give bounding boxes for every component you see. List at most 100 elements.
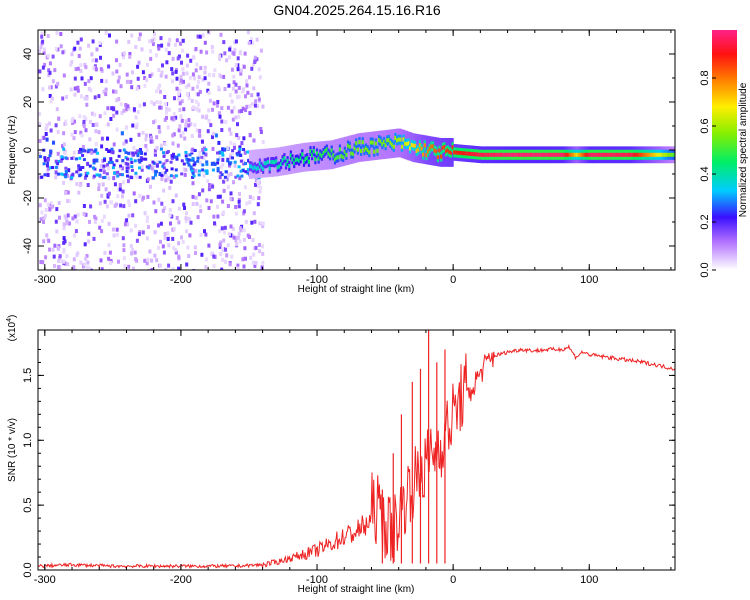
ridge-core — [593, 152, 596, 157]
noise-cell — [207, 187, 211, 192]
noise-band-cell — [192, 163, 196, 167]
noise-cell — [184, 84, 188, 89]
noise-cell — [65, 221, 69, 226]
colorbar-ticks: 0.0 0.2 0.4 0.6 0.8 — [699, 70, 716, 278]
noise-cell — [100, 144, 104, 149]
noise-cell — [67, 168, 71, 173]
noise-cell — [133, 250, 137, 255]
noise-cell — [97, 94, 101, 99]
ridge-core — [283, 156, 286, 161]
ridge-core — [299, 156, 302, 161]
ridge-core — [280, 162, 283, 167]
noise-cell — [91, 39, 95, 44]
noise-cell — [171, 71, 175, 76]
noise-cell — [77, 150, 81, 154]
noise-cell — [242, 237, 246, 242]
noise-cell — [210, 251, 214, 256]
ridge-core — [477, 152, 480, 157]
ridge-core — [309, 149, 312, 154]
noise-cell — [134, 257, 138, 262]
noise-cell — [167, 263, 171, 268]
noise-cell — [218, 54, 222, 59]
noise-band-cell — [121, 159, 125, 163]
noise-cell — [143, 211, 147, 216]
noise-cell — [222, 40, 226, 45]
noise-cell — [44, 207, 48, 212]
noise-cell — [84, 116, 88, 121]
noise-band-cell — [148, 164, 152, 168]
noise-cell — [253, 103, 257, 108]
noise-cell — [76, 171, 80, 176]
noise-cell — [172, 132, 176, 137]
noise-cell — [73, 76, 77, 81]
spectrogram-marks — [38, 30, 675, 270]
noise-cell — [175, 86, 179, 91]
colorbar-tick-label: 0.0 — [699, 262, 711, 277]
noise-band-cell — [110, 147, 114, 151]
noise-cell — [258, 249, 262, 254]
noise-cell — [237, 85, 241, 90]
noise-band-cell — [185, 157, 189, 161]
snr-x-tick-label: 100 — [580, 574, 598, 586]
noise-cell — [142, 102, 146, 107]
noise-cell — [104, 92, 108, 97]
noise-cell — [232, 235, 236, 240]
noise-cell — [237, 204, 241, 209]
noise-cell — [151, 38, 154, 43]
noise-band-cell — [169, 160, 173, 164]
noise-cell — [253, 219, 257, 224]
noise-cell — [76, 85, 80, 90]
noise-band-cell — [160, 173, 164, 177]
ridge-core — [606, 152, 609, 157]
noise-cell — [81, 264, 85, 269]
noise-band-cell — [162, 162, 166, 166]
ridge-core — [361, 140, 364, 145]
noise-cell — [238, 192, 241, 196]
noise-cell — [224, 119, 228, 124]
ridge-core — [657, 152, 660, 157]
noise-cell — [48, 70, 52, 75]
noise-band-cell — [162, 166, 166, 170]
noise-cell — [231, 151, 235, 156]
ridge-core — [298, 158, 301, 163]
snr-y-tick-label: 1.0 — [22, 433, 34, 448]
noise-band-cell — [180, 159, 184, 163]
noise-cell — [190, 133, 194, 138]
noise-cell — [42, 135, 46, 140]
ridge-core — [312, 149, 315, 154]
noise-cell — [155, 135, 159, 140]
noise-band-cell — [81, 154, 85, 157]
spectrogram-x-tick-label: 100 — [580, 274, 598, 286]
noise-band-cell — [170, 156, 174, 160]
noise-cell — [48, 207, 52, 212]
noise-cell — [122, 141, 126, 146]
noise-cell — [125, 218, 129, 223]
noise-cell — [55, 207, 59, 212]
noise-cell — [107, 64, 111, 69]
noise-cell — [240, 141, 244, 146]
ridge-core — [396, 138, 399, 143]
noise-cell — [123, 264, 127, 269]
ridge-core — [268, 166, 271, 171]
noise-cell — [195, 128, 199, 133]
noise-cell — [162, 250, 166, 255]
noise-cell — [233, 145, 236, 150]
noise-cell — [172, 245, 176, 250]
noise-cell — [239, 227, 243, 232]
noise-cell — [108, 261, 112, 265]
ridge-core — [489, 152, 492, 157]
noise-cell — [127, 213, 131, 218]
noise-cell — [185, 63, 189, 68]
ridge-core — [342, 155, 345, 160]
noise-cell — [197, 75, 201, 80]
noise-cell — [153, 119, 157, 123]
noise-cell — [48, 85, 51, 90]
noise-cell — [183, 172, 187, 177]
noise-cell — [135, 122, 139, 127]
ridge-core — [626, 152, 629, 157]
ridge-core — [250, 164, 253, 169]
noise-band-cell — [56, 162, 60, 166]
ridge-halo — [312, 142, 315, 171]
noise-cell — [136, 110, 140, 115]
